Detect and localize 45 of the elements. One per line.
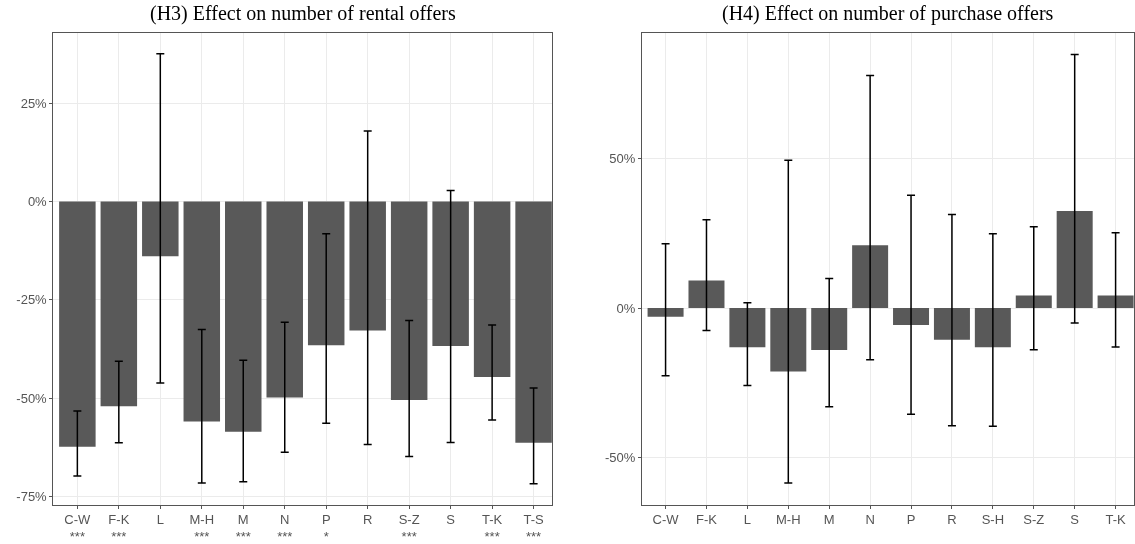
x-tick-label: M-H *** bbox=[189, 512, 215, 544]
x-tick-label: T-K bbox=[1105, 512, 1127, 528]
x-tick-label: S-Z bbox=[1023, 512, 1045, 528]
bar bbox=[933, 308, 970, 340]
bar bbox=[647, 308, 684, 317]
x-tick-label: N bbox=[865, 512, 875, 528]
y-tick-label: 25% bbox=[20, 95, 48, 111]
y-tick-label: 0% bbox=[27, 194, 48, 210]
x-tick-label: P * bbox=[321, 512, 331, 544]
x-tick-label: M bbox=[823, 512, 835, 528]
x-tick-label: R bbox=[947, 512, 957, 528]
bar bbox=[729, 308, 766, 348]
y-tick-label: -25% bbox=[16, 292, 48, 308]
x-tick-label: T-S *** bbox=[523, 512, 545, 544]
x-tick-label: P bbox=[906, 512, 916, 528]
x-tick-label: L bbox=[156, 512, 164, 528]
bar bbox=[688, 280, 725, 309]
x-tick-label: F-K bbox=[696, 512, 718, 528]
bar bbox=[770, 308, 807, 372]
bar bbox=[1015, 295, 1052, 309]
x-tick-label: C-W *** bbox=[64, 512, 92, 544]
y-tick-label: -75% bbox=[16, 489, 48, 505]
x-tick-label: M *** bbox=[235, 512, 251, 544]
bar bbox=[974, 308, 1011, 348]
x-tick-label: S-H bbox=[981, 512, 1005, 528]
x-tick-label: L bbox=[743, 512, 752, 528]
y-tick-label: -50% bbox=[604, 450, 636, 466]
y-tick-label: 50% bbox=[609, 151, 636, 166]
chart-title: (H4) Effect on number of purchase offers bbox=[722, 2, 1054, 25]
bar bbox=[1056, 211, 1093, 309]
bar bbox=[893, 308, 930, 326]
x-tick-label: R bbox=[362, 512, 373, 528]
x-tick-label: C-W bbox=[652, 512, 680, 528]
x-tick-label: S bbox=[1070, 512, 1080, 528]
x-tick-label: M-H bbox=[776, 512, 801, 528]
bar bbox=[811, 308, 848, 350]
chart-title: (H3) Effect on number of rental offers bbox=[150, 2, 457, 25]
y-tick-label: -50% bbox=[16, 390, 48, 406]
x-tick-label: N *** bbox=[277, 512, 293, 544]
x-tick-label: F-K *** bbox=[108, 512, 130, 544]
bar bbox=[852, 245, 889, 309]
x-tick-label: S bbox=[446, 512, 456, 528]
x-tick-label: S-Z *** bbox=[398, 512, 420, 544]
x-tick-label: T-K *** bbox=[482, 512, 503, 544]
y-tick-label: 0% bbox=[616, 300, 636, 316]
